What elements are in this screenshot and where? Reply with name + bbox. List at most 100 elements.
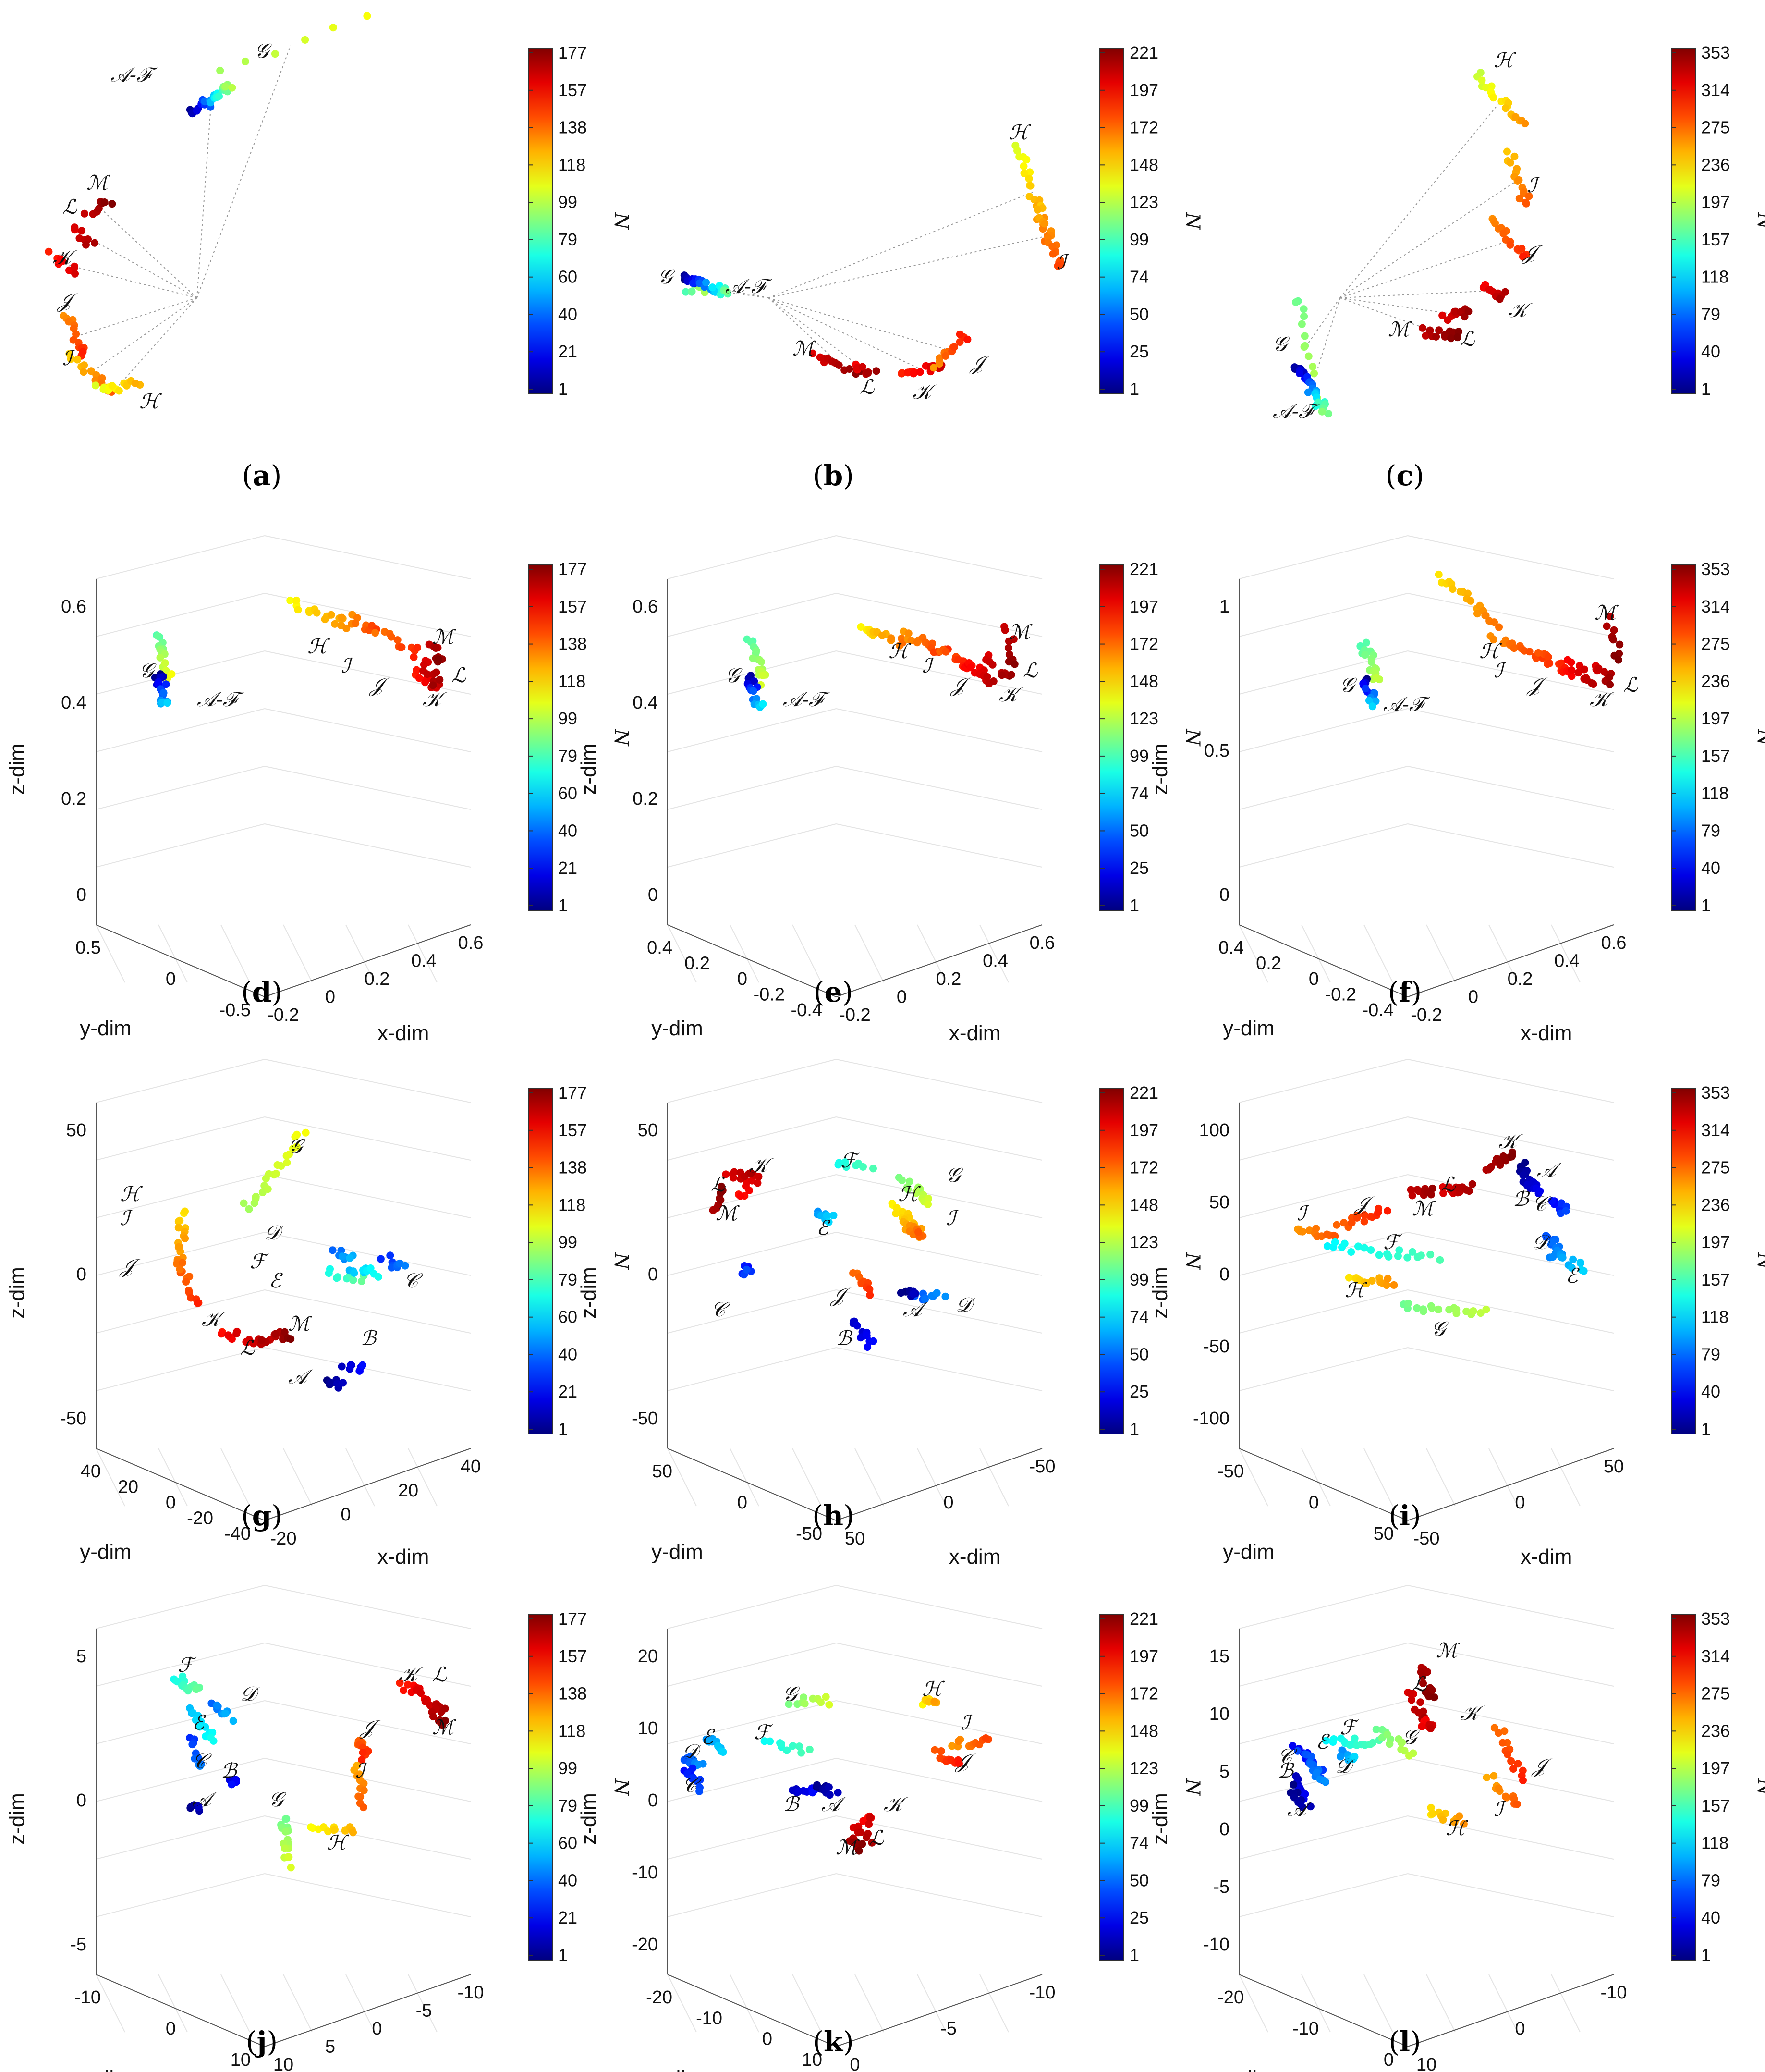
x-tick-label: 0.6 [1601, 933, 1627, 953]
caption-open: ( [1388, 2025, 1400, 2058]
gridline [345, 924, 375, 983]
gridline [667, 1700, 837, 1744]
tree-edge [91, 297, 197, 373]
data-point [1020, 169, 1028, 177]
data-point [998, 671, 1006, 679]
gridline [96, 1815, 265, 1860]
caption-letter: i [1400, 1499, 1410, 1532]
data-point [1312, 1225, 1320, 1233]
colorbar-tick-label: 60 [558, 267, 577, 287]
data-point [240, 1199, 248, 1207]
z-tick-label: 0.6 [633, 597, 658, 617]
data-point [857, 1828, 865, 1837]
gridline [408, 1448, 438, 1507]
data-point [196, 1762, 204, 1770]
y-tick-label: -10 [1292, 2019, 1319, 2039]
data-point [907, 636, 915, 644]
colorbar-tick-label: 50 [1130, 821, 1149, 840]
data-point [1548, 1197, 1556, 1205]
caption-open: ( [813, 459, 824, 492]
data-point [1454, 328, 1462, 336]
data-point [954, 1737, 962, 1745]
data-point [287, 1335, 295, 1343]
colorbar-tick-label: 60 [558, 784, 577, 803]
caption-open: ( [246, 2025, 257, 2058]
gridline [730, 924, 759, 983]
data-point [688, 287, 696, 295]
data-point [72, 330, 80, 338]
cluster-label: ℐ [341, 654, 353, 677]
panel-caption: (h) [812, 1499, 854, 1532]
data-point [192, 1685, 200, 1693]
data-point [346, 1254, 354, 1262]
x-tick-label: 0 [1515, 1493, 1525, 1513]
data-point [1487, 1163, 1495, 1171]
data-point [1606, 680, 1614, 688]
cluster-label: 𝒥 [950, 673, 972, 697]
cluster-label: ℳ [836, 1836, 860, 1859]
data-point [393, 636, 402, 644]
data-point [1314, 398, 1322, 406]
data-point [221, 83, 230, 91]
gridline [667, 1347, 837, 1391]
gridline [854, 924, 884, 983]
data-point [1289, 1780, 1297, 1789]
data-point [181, 1234, 189, 1242]
data-point [1432, 332, 1440, 341]
colorbar-tick-label: 138 [558, 1158, 587, 1177]
gridline [264, 1873, 471, 1917]
colorbar-tick-label: 21 [558, 858, 577, 878]
data-point [371, 629, 379, 637]
data-point [1507, 1757, 1515, 1765]
data-point [898, 1176, 906, 1184]
gridline [1488, 1448, 1518, 1507]
x-tick-label: 0 [850, 2055, 860, 2072]
data-point [717, 1189, 725, 1197]
data-point [921, 1295, 929, 1303]
data-point [329, 24, 337, 32]
x-tick-label: 20 [398, 1481, 418, 1501]
colorbar-label: N [610, 729, 632, 747]
data-point [436, 675, 444, 684]
data-point [1501, 104, 1509, 112]
colorbar-tick-label: 50 [1130, 1344, 1149, 1364]
y-tick-label: 0 [762, 2029, 772, 2049]
data-point [216, 66, 224, 74]
gridline [667, 1289, 837, 1334]
data-point [80, 209, 88, 218]
data-point [1427, 1803, 1435, 1812]
data-point [87, 367, 95, 375]
data-point [1428, 1304, 1436, 1312]
caption-letter: j [255, 2025, 267, 2058]
gridline [264, 1815, 471, 1860]
panel-k-axes-box: 20 10 0 -10 -20 -20 -10 0 10 0 -5 -10 z-dim y-dim x-di… [577, 1585, 1055, 2072]
data-point [1518, 245, 1526, 253]
panel-e-points [743, 623, 1019, 711]
data-point [1367, 658, 1375, 666]
tree-edge [196, 99, 212, 298]
x-tick-label: 10 [1416, 2055, 1436, 2072]
data-point [281, 1827, 290, 1836]
data-point [1549, 1253, 1557, 1261]
data-point [948, 1742, 956, 1750]
colorbar-tick-label: 197 [1701, 192, 1730, 212]
data-point [283, 1158, 291, 1166]
data-point [1513, 165, 1521, 173]
data-point [347, 1361, 355, 1369]
data-point [350, 1269, 358, 1277]
colorbar-tick-label: 40 [1701, 858, 1720, 878]
gridline [264, 1643, 471, 1687]
data-point [1450, 1818, 1459, 1827]
data-point [79, 368, 87, 376]
z-tick-label: 0 [648, 1264, 658, 1285]
cluster-label: 𝒦 [1460, 1701, 1485, 1725]
gridline [1239, 1448, 1268, 1507]
caption-close: ) [1411, 976, 1422, 1008]
colorbar-tick-label: 118 [558, 671, 585, 691]
panel-g: 50 0 -50 40 20 0 -20 -40 -20 0 20 40 z-dim y-dim x-dim… [5, 1059, 632, 1569]
data-point [797, 1749, 805, 1757]
panel-i: 100 50 0 -50 -100 -50 0 50 -50 0 50 z-dim y-dim x-dim… [1148, 1059, 1765, 1569]
data-point [1419, 1672, 1427, 1680]
cluster-label: 𝒢 [288, 1134, 305, 1158]
